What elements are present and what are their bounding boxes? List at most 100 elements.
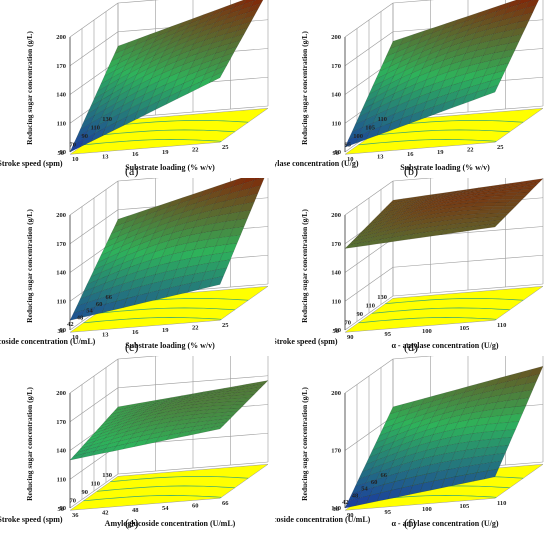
z-tick-label: 110 <box>57 120 66 127</box>
z-tick-label: 110 <box>332 298 341 305</box>
x-tick-label: 54 <box>162 505 169 512</box>
y-tick-label: 36 <box>333 506 340 513</box>
x-tick-label: 13 <box>377 154 384 161</box>
chart-panel-b: 80 110 140 170 200 Reducing sugar concentrati… <box>275 0 550 178</box>
z-tick-label: 200 <box>56 34 66 41</box>
contour-line <box>96 307 235 314</box>
x-tick-label: 19 <box>162 327 169 334</box>
surface-cell <box>490 70 506 82</box>
contour-floor <box>344 285 544 333</box>
x-tick-label: 22 <box>192 324 199 331</box>
surface-cell <box>501 429 516 439</box>
surface-cell <box>208 71 224 84</box>
surface-cell <box>484 468 499 480</box>
x-tick-label: 95 <box>385 331 392 338</box>
surface-cell <box>524 181 541 187</box>
x-tick-label: 25 <box>497 144 504 151</box>
x-tick-label: 90 <box>347 334 354 341</box>
z-tick-label: 200 <box>56 390 66 397</box>
x-axis-label: Substrate loading (% w/v) <box>125 163 215 172</box>
surface-plot-b: 80 110 140 170 200 Reducing sugar concentrati… <box>275 0 544 172</box>
x-axis-label: α - amylase concentration (U/g) <box>391 519 498 528</box>
y-axis-label: Stroke speed (spm) <box>0 159 63 168</box>
z-axis-label: Reducing sugar concentration (g/L) <box>300 209 309 323</box>
y-tick-label: 130 <box>377 294 387 301</box>
surface-plot-f: 140 170 200 Reducing sugar concentration (g… <box>275 356 544 528</box>
z-axis-label: Reducing sugar concentration (g/L) <box>300 31 309 145</box>
surface-cell <box>497 209 513 214</box>
z-axis-label: Reducing sugar concentration (g/L) <box>25 31 34 145</box>
surface-cell <box>215 259 231 271</box>
contour-line <box>110 476 249 483</box>
x-tick-label: 25 <box>222 322 229 329</box>
x-tick-label: 48 <box>132 507 139 514</box>
surface-cell <box>253 178 263 181</box>
surface-cell <box>208 425 224 432</box>
z-tick-label: 170 <box>56 63 66 70</box>
panel-letter-d: (d) <box>404 340 418 354</box>
surface-cell <box>222 411 238 417</box>
y-tick-label: 90 <box>357 311 364 318</box>
x-tick-label: 10 <box>72 334 79 341</box>
x-tick-label: 100 <box>422 328 432 335</box>
x-tick-label: 16 <box>407 151 414 158</box>
z-tick-label: 170 <box>331 241 341 248</box>
z-tick-label: 110 <box>57 476 66 483</box>
z-axis-label: Reducing sugar concentration (g/L) <box>25 209 34 323</box>
surface-cell <box>209 275 224 288</box>
x-tick-label: 36 <box>72 512 79 519</box>
surface-cell <box>212 64 228 77</box>
chart-panel-e: 80 110 140 170 200 Reducing sugar concentrati… <box>0 356 275 534</box>
x-tick-label: 105 <box>460 503 471 510</box>
y-tick-label: 90 <box>82 489 89 496</box>
surface-cell <box>528 0 535 2</box>
y-tick-label: 60 <box>96 301 103 308</box>
x-tick-label: 19 <box>162 149 169 156</box>
surface-cell <box>518 12 533 23</box>
x-tick-label: 13 <box>102 154 109 161</box>
contour-line <box>385 120 524 127</box>
contour-line <box>96 485 235 492</box>
y-tick-label: 42 <box>342 499 349 506</box>
chart-panel-d: 80 110 140 170 200 Reducing sugar concentrati… <box>275 178 550 356</box>
x-tick-label: 105 <box>460 325 471 332</box>
x-tick-label: 60 <box>192 502 199 509</box>
z-tick-label: 200 <box>331 390 341 397</box>
z-tick-label: 110 <box>57 298 66 305</box>
z-tick-label: 80 <box>335 327 342 334</box>
grid-line <box>117 356 160 360</box>
x-tick-label: 13 <box>102 332 109 339</box>
x-axis-label: α - amylase concentration (U/g) <box>391 341 498 350</box>
surface-cell <box>236 21 252 32</box>
surface-cell <box>229 404 245 409</box>
panel-letter-f: (f) <box>404 516 416 530</box>
grid-line <box>117 0 160 4</box>
y-tick-label: 50 <box>58 506 65 513</box>
surface-cell <box>250 178 265 189</box>
x-tick-label: 100 <box>422 506 432 513</box>
z-tick-label: 110 <box>332 120 341 127</box>
grid-line <box>392 178 435 182</box>
contour-floor <box>69 463 269 511</box>
surface-cell <box>487 77 503 89</box>
y-tick-label: 50 <box>58 150 65 157</box>
contour-line <box>371 307 510 314</box>
z-tick-label: 170 <box>56 241 66 248</box>
grid-line <box>117 178 160 182</box>
grid-line <box>392 0 435 4</box>
surface-cell <box>243 9 259 20</box>
contour-line <box>83 139 222 146</box>
y-axis-label: Stroke speed (spm) <box>275 337 338 346</box>
y-tick-label: 54 <box>361 486 368 493</box>
x-tick-label: 110 <box>497 322 506 329</box>
contour-line <box>96 129 235 136</box>
contour-line <box>83 317 222 324</box>
y-tick-label: 50 <box>333 328 340 335</box>
x-tick-label: 22 <box>467 146 474 153</box>
panel-letter-c: (c) <box>125 340 139 354</box>
y-tick-label: 130 <box>102 116 112 123</box>
contour-line <box>385 298 524 305</box>
surface-cell <box>483 223 499 229</box>
y-tick-label: 66 <box>381 472 388 479</box>
z-tick-label: 170 <box>56 419 66 426</box>
